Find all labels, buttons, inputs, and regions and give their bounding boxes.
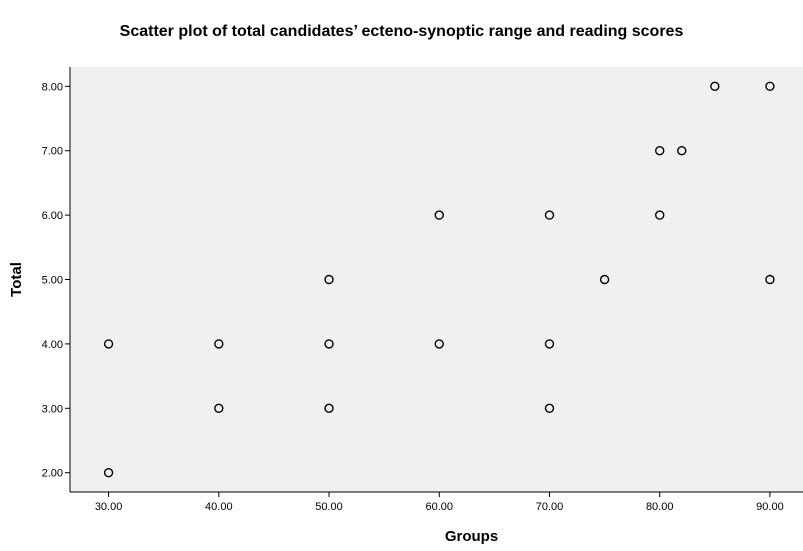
data-point xyxy=(434,210,444,220)
data-point xyxy=(544,403,555,413)
x-tick-label: 90.00 xyxy=(756,501,784,513)
x-tick-label: 80.00 xyxy=(646,501,674,513)
y-tick-label: 4.00 xyxy=(42,339,63,351)
data-point xyxy=(677,146,687,156)
data-point xyxy=(434,339,444,349)
y-tick-label: 8.00 xyxy=(42,81,63,93)
data-point xyxy=(214,339,224,349)
data-point xyxy=(655,210,665,220)
y-tick-label: 3.00 xyxy=(42,403,63,415)
x-axis: 30.00 40.00 50.00 60.00 70.00 80.00 90.00 xyxy=(70,491,803,513)
data-point xyxy=(765,81,775,92)
x-tick-label: 70.00 xyxy=(536,501,564,513)
y-axis: 2.00 3.00 4.00 5.00 6.00 7.00 8.00 xyxy=(42,67,71,492)
data-point xyxy=(655,146,665,156)
y-tick-label: 5.00 xyxy=(42,275,63,287)
y-tick-label: 7.00 xyxy=(42,146,63,158)
data-point xyxy=(103,467,114,478)
x-tick-label: 50.00 xyxy=(315,501,343,513)
data-point xyxy=(103,339,114,349)
data-point xyxy=(710,81,720,92)
data-point xyxy=(324,274,334,285)
data-point xyxy=(765,274,775,285)
data-point xyxy=(544,210,555,220)
x-tick-label: 60.00 xyxy=(425,501,453,513)
y-tick-label: 6.00 xyxy=(42,210,63,222)
data-points xyxy=(103,81,775,478)
plot-area xyxy=(70,67,803,492)
x-tick-label: 30.00 xyxy=(95,501,123,513)
data-point xyxy=(544,339,555,349)
data-point xyxy=(324,403,334,413)
data-point xyxy=(214,403,224,413)
x-tick-label: 40.00 xyxy=(205,501,233,513)
chart-title: Scatter plot of total candidates’ ecteno… xyxy=(119,23,684,40)
x-axis-label: Groups xyxy=(445,528,498,545)
y-tick-label: 2.00 xyxy=(42,468,63,480)
y-axis-label: Total xyxy=(8,262,25,297)
data-point xyxy=(599,274,610,285)
data-point xyxy=(324,339,334,349)
